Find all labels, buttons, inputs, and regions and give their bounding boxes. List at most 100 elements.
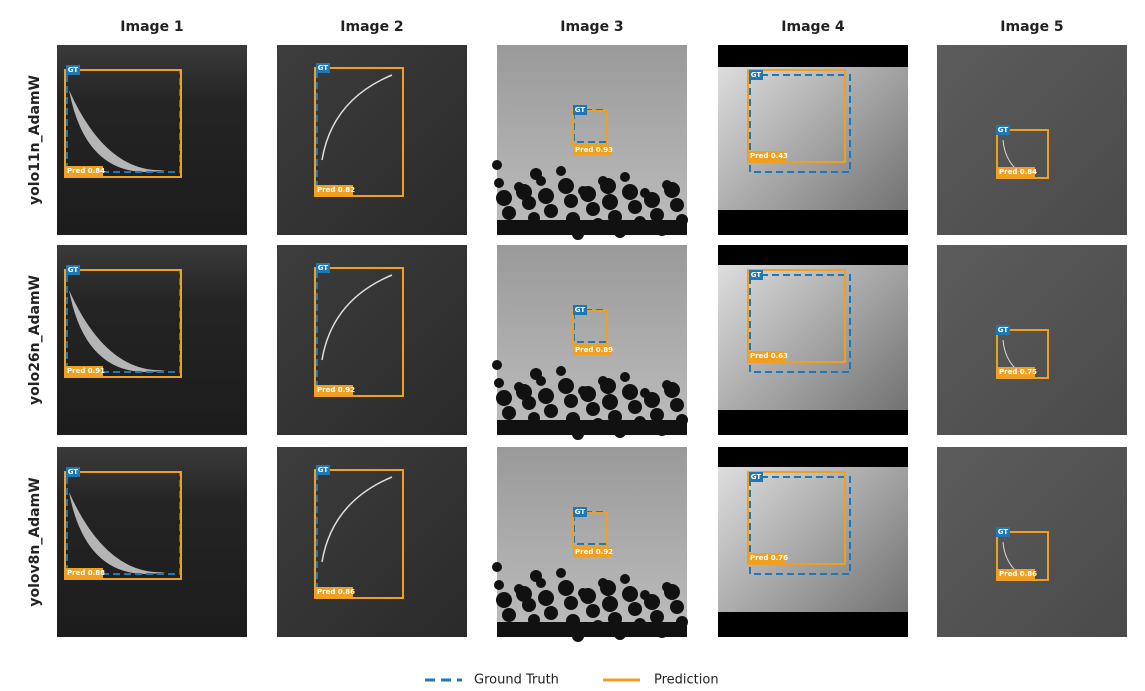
pred-tag: Pred 0.86 <box>999 570 1037 578</box>
foliage <box>530 168 542 180</box>
foliage <box>662 180 672 190</box>
foliage <box>644 392 660 408</box>
column-title: Image 2 <box>340 19 403 35</box>
foliage <box>494 178 504 188</box>
foliage <box>628 602 642 616</box>
bar-bottom <box>718 410 908 435</box>
foliage <box>502 608 516 622</box>
image <box>277 447 467 637</box>
bar-bottom <box>718 612 908 637</box>
foliage <box>620 372 630 382</box>
image <box>937 447 1127 637</box>
image-cell: GT Pred 0.75 <box>937 245 1127 435</box>
foliage <box>622 384 638 400</box>
image <box>57 245 247 435</box>
foliage <box>564 596 578 610</box>
pred-tag: Pred 0.89 <box>575 346 613 354</box>
foliage <box>502 406 516 420</box>
image <box>277 245 467 435</box>
image-cell: GTPred 0.84 <box>937 45 1127 235</box>
bar-top <box>718 45 908 67</box>
bar-top <box>718 447 908 467</box>
foliage <box>620 172 630 182</box>
bar-bottom <box>718 210 908 235</box>
foliage <box>496 390 512 406</box>
foliage <box>586 402 600 416</box>
pred-tag: Pred 0.84 <box>999 168 1037 176</box>
foliage <box>530 570 542 582</box>
foliage <box>494 378 504 388</box>
foliage <box>556 366 566 376</box>
foliage <box>497 622 687 637</box>
foliage <box>598 578 608 588</box>
foliage <box>662 582 672 592</box>
foliage <box>544 606 558 620</box>
column-title: Image 4 <box>781 19 845 35</box>
figure: Ground Truth Prediction Image 1Image 2Im… <box>0 0 1145 691</box>
pred-tag: Pred 0.76 <box>750 554 788 562</box>
foliage <box>578 588 588 598</box>
legend-label: Prediction <box>654 673 719 688</box>
foliage <box>602 394 618 410</box>
foliage <box>558 178 574 194</box>
foliage <box>514 182 524 192</box>
image-cell: GT Pred 0.86 <box>277 447 467 637</box>
image <box>718 447 908 637</box>
column-title: Image 3 <box>560 19 623 35</box>
gt-tag: GT <box>318 264 329 272</box>
foliage <box>497 420 687 435</box>
pred-tag: Pred 0.92 <box>317 386 355 394</box>
foliage <box>620 574 630 584</box>
gt-tag: GT <box>68 66 79 74</box>
row-label: yolo26n_AdamW <box>27 275 43 405</box>
gt-tag: GT <box>751 271 762 279</box>
image <box>937 45 1127 235</box>
image-cell: GT Pred 0.84 <box>57 45 247 235</box>
image <box>277 45 467 235</box>
gt-tag: GT <box>998 326 1009 334</box>
foliage <box>622 586 638 602</box>
foliage <box>578 386 588 396</box>
pred-tag: Pred 0.84 <box>67 167 105 175</box>
gt-tag: GT <box>575 306 586 314</box>
pred-tag: Pred 0.92 <box>575 548 613 556</box>
foliage <box>556 568 566 578</box>
foliage <box>544 404 558 418</box>
image <box>57 447 247 637</box>
foliage <box>492 562 502 572</box>
pred-tag: Pred 0.75 <box>999 368 1037 376</box>
foliage <box>650 208 664 222</box>
legend: Ground Truth Prediction <box>425 673 719 688</box>
pred-tag: Pred 0.82 <box>317 186 355 194</box>
gt-tag: GT <box>68 266 79 274</box>
pred-tag: Pred 0.43 <box>750 152 788 160</box>
foliage <box>502 206 516 220</box>
foliage <box>558 580 574 596</box>
image-cell: GT Pred 0.43 <box>718 45 908 235</box>
gt-tag: GT <box>751 473 762 481</box>
foliage <box>496 190 512 206</box>
pred-tag: Pred 0.86 <box>317 588 355 596</box>
gt-tag: GT <box>68 468 79 476</box>
foliage <box>556 166 566 176</box>
foliage <box>558 378 574 394</box>
foliage <box>538 188 554 204</box>
foliage <box>514 382 524 392</box>
gt-tag: GT <box>318 466 329 474</box>
foliage <box>492 360 502 370</box>
gt-tag: GT <box>575 508 586 516</box>
foliage <box>628 200 642 214</box>
gt-tag: GT <box>998 528 1009 536</box>
foliage <box>564 194 578 208</box>
foliage <box>544 204 558 218</box>
row-label: yolov8n_AdamW <box>27 477 43 606</box>
foliage <box>564 394 578 408</box>
foliage <box>602 194 618 210</box>
image-cell: GT Pred 0.92 <box>492 447 688 642</box>
foliage <box>494 580 504 590</box>
image-cell: GT Pred 0.86 <box>937 447 1127 637</box>
gt-tag: GT <box>751 71 762 79</box>
pred-tag: Pred 0.88 <box>67 569 105 577</box>
